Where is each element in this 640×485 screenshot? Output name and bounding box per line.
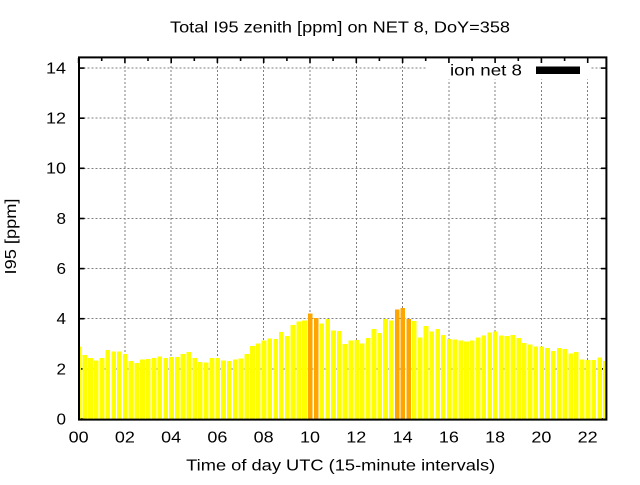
svg-text:6: 6: [57, 261, 67, 278]
svg-text:06: 06: [207, 430, 227, 447]
svg-text:4: 4: [57, 311, 67, 328]
svg-text:20: 20: [531, 430, 551, 447]
svg-text:18: 18: [485, 430, 505, 447]
svg-text:10: 10: [300, 430, 320, 447]
svg-text:ion net 8: ion net 8: [450, 63, 522, 80]
svg-text:04: 04: [161, 430, 181, 447]
svg-text:8: 8: [57, 211, 67, 228]
svg-text:Time of day UTC (15-minute int: Time of day UTC (15-minute intervals): [186, 457, 495, 474]
svg-text:I95 [ppm]: I95 [ppm]: [3, 199, 20, 275]
svg-text:00: 00: [69, 430, 89, 447]
svg-text:14: 14: [393, 430, 413, 447]
svg-text:2: 2: [57, 361, 67, 378]
svg-text:08: 08: [254, 430, 274, 447]
svg-text:22: 22: [578, 430, 598, 447]
svg-text:0: 0: [57, 411, 67, 428]
svg-text:14: 14: [46, 61, 66, 78]
svg-text:Total I95 zenith [ppm] on NET: Total I95 zenith [ppm] on NET 8, DoY=358: [170, 19, 510, 36]
svg-text:10: 10: [46, 161, 66, 178]
svg-text:16: 16: [439, 430, 459, 447]
svg-text:02: 02: [115, 430, 135, 447]
svg-text:12: 12: [46, 111, 66, 128]
svg-text:12: 12: [346, 430, 366, 447]
